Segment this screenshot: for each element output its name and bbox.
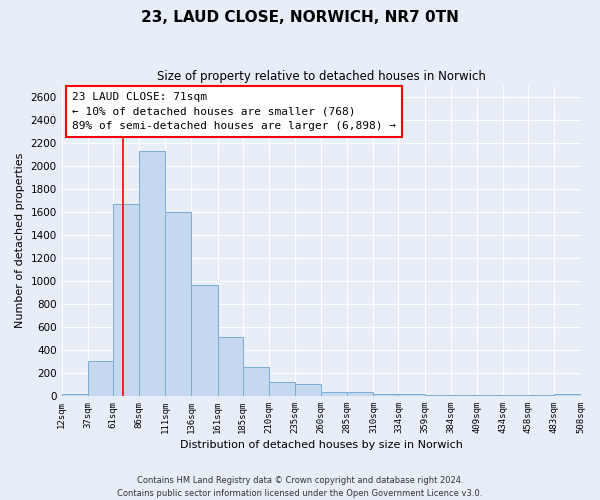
Bar [242, 366, 269, 396]
Bar [139, 151, 165, 396]
Bar [425, 395, 451, 396]
Bar [295, 384, 321, 396]
Bar [321, 392, 347, 396]
Text: 23, LAUD CLOSE, NORWICH, NR7 0TN: 23, LAUD CLOSE, NORWICH, NR7 0TN [141, 10, 459, 25]
Y-axis label: Number of detached properties: Number of detached properties [15, 153, 25, 328]
Bar [62, 394, 88, 396]
Bar [113, 204, 139, 396]
Bar [218, 338, 242, 396]
Bar [88, 362, 113, 396]
Bar [373, 394, 398, 396]
Bar [191, 285, 218, 396]
Title: Size of property relative to detached houses in Norwich: Size of property relative to detached ho… [157, 70, 485, 83]
Bar [398, 394, 425, 396]
Text: Contains HM Land Registry data © Crown copyright and database right 2024.
Contai: Contains HM Land Registry data © Crown c… [118, 476, 482, 498]
Bar [554, 394, 581, 396]
Bar [165, 212, 191, 396]
Bar [269, 382, 295, 396]
Bar [347, 392, 373, 396]
Text: 23 LAUD CLOSE: 71sqm
← 10% of detached houses are smaller (768)
89% of semi-deta: 23 LAUD CLOSE: 71sqm ← 10% of detached h… [72, 92, 396, 132]
X-axis label: Distribution of detached houses by size in Norwich: Distribution of detached houses by size … [179, 440, 463, 450]
